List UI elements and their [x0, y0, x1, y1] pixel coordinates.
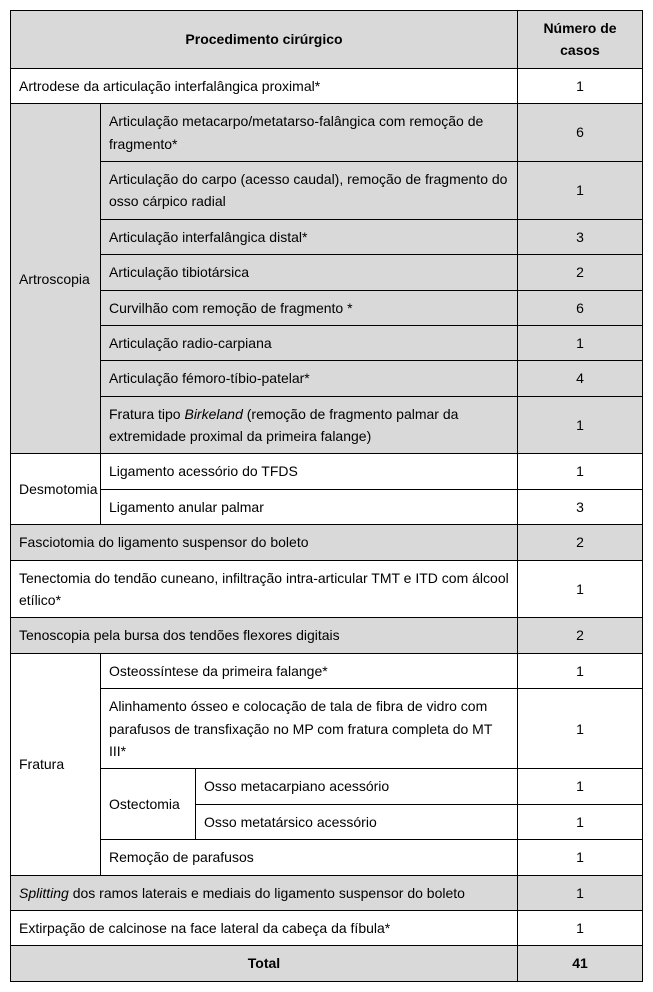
cell-value: 3 — [518, 489, 643, 524]
row-desmotomia-0: Desmotomia Ligamento acessório do TFDS 1 — [11, 454, 643, 489]
cell-value: 1 — [518, 396, 643, 454]
cell-label: Splitting dos ramos laterais e mediais d… — [11, 875, 518, 910]
cell-value: 2 — [518, 618, 643, 653]
cell-value: 2 — [518, 525, 643, 560]
cell-value: 6 — [518, 290, 643, 325]
table-header-row: Procedimento cirúrgico Número de casos — [11, 11, 643, 69]
row-fratura-remocao: Remoção de parafusos 1 — [11, 840, 643, 875]
cell-value: 1 — [518, 769, 643, 804]
cell-label: Osso metacarpiano acessório — [196, 769, 518, 804]
cell-label: Articulação do carpo (acesso caudal), re… — [101, 161, 518, 219]
header-cases: Número de casos — [518, 11, 643, 69]
cell-label: Curvilhão com remoção de fragmento * — [101, 290, 518, 325]
row-artroscopia-5: Articulação radio-carpiana 1 — [11, 325, 643, 360]
row-artrodese: Artrodese da articulação interfalângica … — [11, 68, 643, 103]
surgery-table: Procedimento cirúrgico Número de casos A… — [10, 10, 643, 982]
cell-label: Articulação radio-carpiana — [101, 325, 518, 360]
total-value: 41 — [518, 946, 643, 981]
cell-label: Ligamento acessório do TFDS — [101, 454, 518, 489]
cell-label: Remoção de parafusos — [101, 840, 518, 875]
cell-value: 1 — [518, 653, 643, 688]
row-artroscopia-0: Artroscopia Articulação metacarpo/metata… — [11, 104, 643, 162]
row-fratura-0: Fratura Osteossíntese da primeira falang… — [11, 653, 643, 688]
cell-value: 1 — [518, 454, 643, 489]
total-label: Total — [11, 946, 518, 981]
cell-value: 2 — [518, 255, 643, 290]
row-ostectomia-0: Ostectomia Osso metacarpiano acessório 1 — [11, 769, 643, 804]
cell-value: 1 — [518, 68, 643, 103]
row-fasciotomia: Fasciotomia do ligamento suspensor do bo… — [11, 525, 643, 560]
cell-value: 1 — [518, 689, 643, 769]
cell-value: 1 — [518, 875, 643, 910]
row-artroscopia-6: Articulação fémoro-tíbio-patelar* 4 — [11, 361, 643, 396]
group-desmotomia: Desmotomia — [11, 454, 101, 525]
cell-label: Articulação fémoro-tíbio-patelar* — [101, 361, 518, 396]
group-artroscopia: Artroscopia — [11, 104, 101, 454]
cell-label: Articulação tibiotársica — [101, 255, 518, 290]
row-desmotomia-1: Ligamento anular palmar 3 — [11, 489, 643, 524]
cell-value: 1 — [518, 804, 643, 839]
cell-value: 1 — [518, 161, 643, 219]
cell-label: Articulação metacarpo/metatarso-falângic… — [101, 104, 518, 162]
cell-label: Articulação interfalângica distal* — [101, 219, 518, 254]
cell-value: 1 — [518, 910, 643, 945]
cell-value: 1 — [518, 325, 643, 360]
cell-label: Osteossíntese da primeira falange* — [101, 653, 518, 688]
cell-label: Alinhamento ósseo e colocação de tala de… — [101, 689, 518, 769]
row-artroscopia-1: Articulação do carpo (acesso caudal), re… — [11, 161, 643, 219]
row-splitting: Splitting dos ramos laterais e mediais d… — [11, 875, 643, 910]
row-artroscopia-4: Curvilhão com remoção de fragmento * 6 — [11, 290, 643, 325]
cell-label: Tenectomia do tendão cuneano, infiltraçã… — [11, 560, 518, 618]
group-fratura: Fratura — [11, 653, 101, 875]
row-fratura-1: Alinhamento ósseo e colocação de tala de… — [11, 689, 643, 769]
group-ostectomia: Ostectomia — [101, 769, 196, 840]
row-tenectomia: Tenectomia do tendão cuneano, infiltraçã… — [11, 560, 643, 618]
cell-value: 1 — [518, 840, 643, 875]
cell-label: Extirpação de calcinose na face lateral … — [11, 910, 518, 945]
row-extirpacao: Extirpação de calcinose na face lateral … — [11, 910, 643, 945]
cell-value: 6 — [518, 104, 643, 162]
cell-label: Artrodese da articulação interfalângica … — [11, 68, 518, 103]
cell-value: 3 — [518, 219, 643, 254]
cell-label: Osso metatársico acessório — [196, 804, 518, 839]
header-procedure: Procedimento cirúrgico — [11, 11, 518, 69]
row-artroscopia-2: Articulação interfalângica distal* 3 — [11, 219, 643, 254]
row-artroscopia-7: Fratura tipo Birkeland (remoção de fragm… — [11, 396, 643, 454]
row-total: Total 41 — [11, 946, 643, 981]
cell-label: Ligamento anular palmar — [101, 489, 518, 524]
row-artroscopia-3: Articulação tibiotársica 2 — [11, 255, 643, 290]
cell-label: Tenoscopia pela bursa dos tendões flexor… — [11, 618, 518, 653]
row-tenoscopia: Tenoscopia pela bursa dos tendões flexor… — [11, 618, 643, 653]
cell-label: Fasciotomia do ligamento suspensor do bo… — [11, 525, 518, 560]
cell-value: 1 — [518, 560, 643, 618]
cell-value: 4 — [518, 361, 643, 396]
cell-label: Fratura tipo Birkeland (remoção de fragm… — [101, 396, 518, 454]
